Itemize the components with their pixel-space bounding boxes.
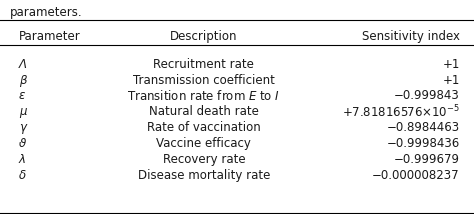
Text: δ: δ [19, 169, 26, 181]
Text: Recruitment rate: Recruitment rate [154, 58, 254, 71]
Text: +1: +1 [442, 74, 460, 86]
Text: Parameter: Parameter [19, 30, 81, 43]
Text: Rate of vaccination: Rate of vaccination [147, 121, 261, 134]
Text: Transmission coefficient: Transmission coefficient [133, 74, 275, 86]
Text: −0.000008237: −0.000008237 [372, 169, 460, 181]
Text: Vaccine efficacy: Vaccine efficacy [156, 137, 251, 150]
Text: μ: μ [19, 105, 27, 118]
Text: −0.8984463: −0.8984463 [387, 121, 460, 134]
Text: γ: γ [19, 121, 26, 134]
Text: +1: +1 [442, 58, 460, 71]
Text: λ: λ [19, 153, 26, 166]
Text: Λ: Λ [19, 58, 27, 71]
Text: ε: ε [19, 89, 25, 102]
Text: Sensitivity index: Sensitivity index [362, 30, 460, 43]
Text: $+7.81816576{\times}10^{-5}$: $+7.81816576{\times}10^{-5}$ [342, 103, 460, 120]
Text: parameters.: parameters. [9, 6, 82, 19]
Text: Description: Description [170, 30, 237, 43]
Text: −0.999843: −0.999843 [394, 89, 460, 102]
Text: −0.9998436: −0.9998436 [386, 137, 460, 150]
Text: −0.999679: −0.999679 [394, 153, 460, 166]
Text: Disease mortality rate: Disease mortality rate [137, 169, 270, 181]
Text: Recovery rate: Recovery rate [163, 153, 245, 166]
Text: β: β [19, 74, 27, 86]
Text: Transition rate from $E$ to $I$: Transition rate from $E$ to $I$ [128, 89, 280, 103]
Text: Natural death rate: Natural death rate [149, 105, 259, 118]
Text: ϑ: ϑ [19, 137, 26, 150]
